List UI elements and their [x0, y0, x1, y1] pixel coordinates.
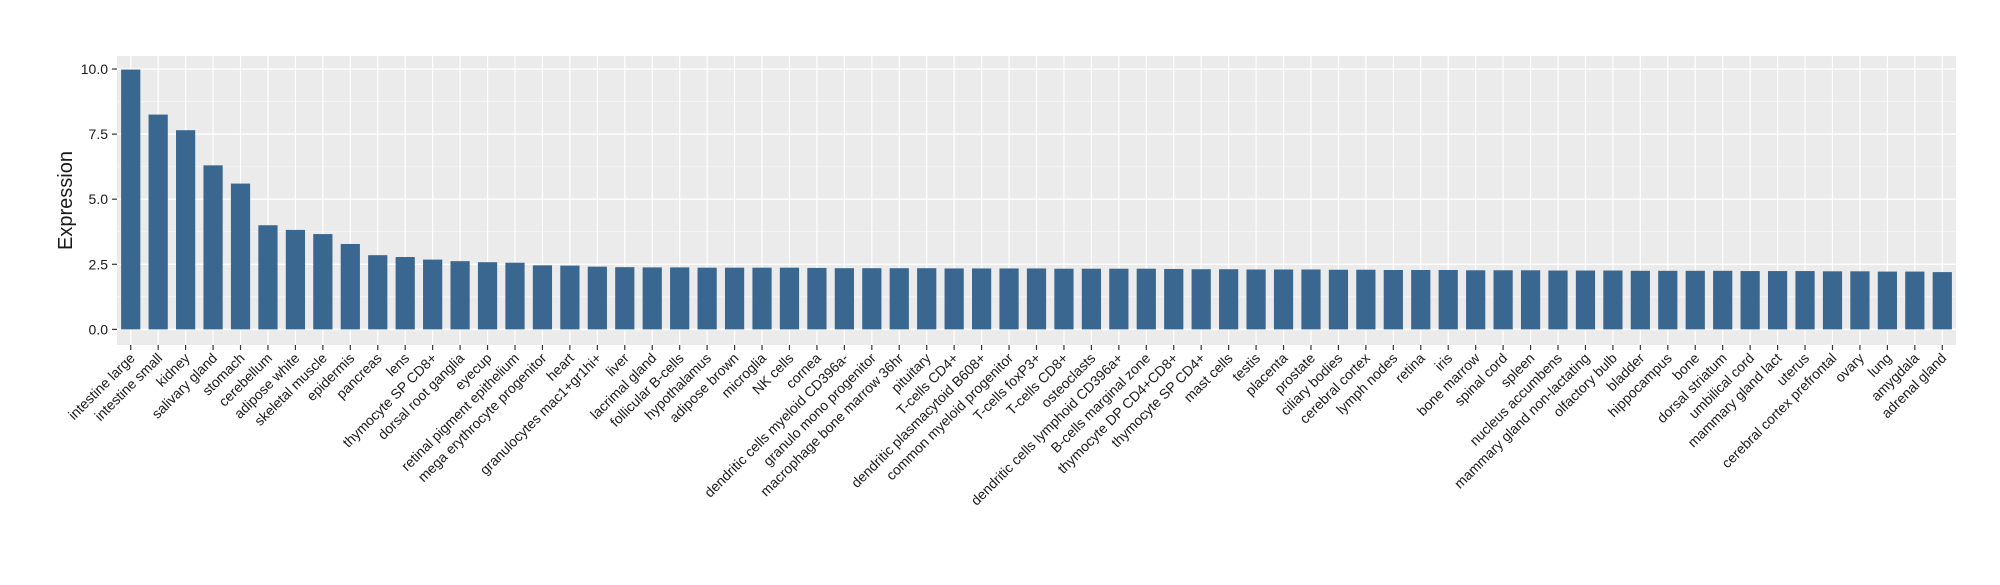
bar: [889, 268, 909, 330]
bar: [917, 268, 937, 330]
y-tick-label: 10.0: [81, 61, 108, 77]
bar: [1822, 271, 1843, 330]
bar: [587, 266, 607, 330]
bar: [532, 265, 553, 330]
bar: [1026, 268, 1047, 330]
bar: [1685, 270, 1705, 330]
bar: [1658, 270, 1678, 330]
y-axis: 0.0 2.5 5.0 7.5 10.0: [81, 61, 117, 337]
bar: [1246, 269, 1266, 330]
bar: [1877, 271, 1897, 330]
y-tick-label: 0.0: [89, 321, 109, 337]
bar: [779, 267, 800, 330]
bar: [1795, 271, 1815, 330]
bar: [450, 261, 470, 330]
bar: [1411, 270, 1431, 330]
bar: [724, 267, 745, 330]
bar: [1713, 270, 1733, 330]
bar: [1850, 271, 1870, 330]
y-tick-label: 2.5: [89, 256, 109, 272]
bar: [1328, 269, 1349, 330]
bar: [1740, 271, 1760, 330]
bar: [395, 256, 415, 330]
bars: [121, 69, 1952, 330]
y-tick-label: 7.5: [89, 126, 109, 142]
bar: [1054, 268, 1074, 330]
bar: [999, 268, 1019, 330]
bar: [313, 234, 333, 330]
bar: [560, 265, 580, 330]
bar: [1191, 269, 1211, 330]
bar: [1273, 269, 1294, 330]
bar: [642, 267, 662, 330]
bar: [148, 114, 168, 330]
bar: [944, 268, 964, 330]
bar: [1164, 268, 1184, 330]
bar: [1630, 270, 1650, 330]
bar: [1493, 270, 1513, 330]
bar: [230, 183, 251, 330]
bar: [176, 130, 196, 330]
y-axis-label: Expression: [55, 151, 77, 250]
bar: [862, 268, 882, 330]
bar: [1081, 268, 1102, 330]
bar: [1466, 270, 1486, 330]
bar: [834, 268, 854, 330]
y-tick-label: 5.0: [89, 191, 109, 207]
bar: [258, 225, 278, 330]
bar: [1548, 270, 1568, 330]
bar: [1219, 269, 1239, 330]
bar: [971, 268, 992, 330]
bar: [505, 262, 525, 330]
bar: [615, 267, 635, 330]
bar: [477, 262, 498, 330]
bar: [1767, 271, 1788, 330]
bar: [368, 255, 388, 330]
bar: [423, 259, 443, 330]
bar: [1603, 270, 1623, 330]
bar: [1575, 270, 1596, 330]
bar: [1356, 269, 1376, 330]
bar: [1301, 269, 1321, 330]
bar: [697, 267, 717, 330]
bar: [752, 267, 772, 330]
bar: [340, 243, 360, 330]
bar: [1438, 270, 1458, 330]
x-tick-label: ovary: [1832, 350, 1868, 386]
bar: [1905, 271, 1925, 330]
bar: [1136, 268, 1156, 330]
x-tick-label: retina: [1392, 350, 1428, 386]
bar: [1109, 268, 1129, 330]
bar: [807, 267, 827, 330]
bar: [1520, 270, 1541, 330]
bar: [121, 69, 141, 330]
bar: [285, 229, 306, 330]
bar: [1383, 270, 1403, 330]
bar: [203, 165, 223, 330]
bar: [670, 267, 690, 330]
bar: [1932, 272, 1952, 330]
